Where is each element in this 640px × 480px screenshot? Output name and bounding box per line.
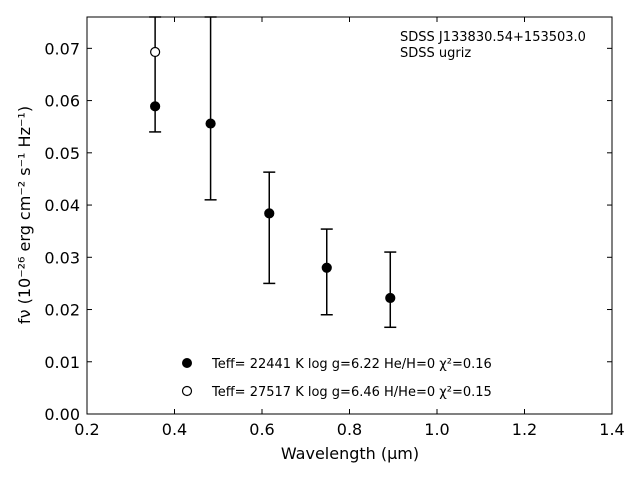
data-point-model-1 <box>150 101 161 112</box>
x-axis-ticks: 0.2 0.4 0.6 0.8 1.0 1.2 1.4 <box>74 17 625 439</box>
x-tick-label: 1.2 <box>512 420 537 439</box>
y-tick-label: 0.04 <box>44 196 80 215</box>
legend-marker-open <box>181 385 193 397</box>
x-tick-label: 1.4 <box>599 420 624 439</box>
x-tick-label: 0.6 <box>249 420 274 439</box>
y-axis-ticks: 0.00 0.01 0.02 0.03 0.04 0.05 0.06 0.07 <box>44 39 612 424</box>
data-layer <box>149 16 397 329</box>
legend-entry-1: Teff= 22441 K log g=6.22 He/H=0 χ²=0.16 <box>211 357 492 372</box>
data-point-model-1 <box>321 262 332 273</box>
x-tick-label: 0.2 <box>74 420 99 439</box>
y-tick-label: 0.03 <box>44 248 80 267</box>
data-point-model-1 <box>205 118 216 129</box>
y-tick-label: 0.02 <box>44 301 80 320</box>
x-tick-label: 0.4 <box>162 420 187 439</box>
y-tick-label: 0.05 <box>44 144 80 163</box>
y-axis-label: fν (10⁻²⁶ erg cm⁻² s⁻¹ Hz⁻¹) <box>15 106 34 324</box>
y-tick-label: 0.01 <box>44 353 80 372</box>
data-point-model-1 <box>264 208 275 219</box>
legend: Teff= 22441 K log g=6.22 He/H=0 χ²=0.16 … <box>181 357 492 400</box>
filter-set-annotation: SDSS ugriz <box>400 46 471 61</box>
y-tick-label: 0.07 <box>44 39 80 58</box>
legend-entry-2: Teff= 27517 K log g=6.46 H/He=0 χ²=0.15 <box>211 385 492 400</box>
x-tick-label: 0.8 <box>337 420 362 439</box>
legend-marker-filled <box>182 358 192 368</box>
x-tick-label: 1.0 <box>424 420 449 439</box>
plot-frame <box>86 16 613 415</box>
y-tick-label: 0.06 <box>44 92 80 111</box>
data-point-model-1 <box>385 292 396 304</box>
y-tick-label: 0.00 <box>44 405 80 424</box>
x-axis-label: Wavelength (μm) <box>281 444 419 463</box>
data-point-model-2 <box>150 46 161 58</box>
object-name-annotation: SDSS J133830.54+153503.0 <box>400 30 586 45</box>
